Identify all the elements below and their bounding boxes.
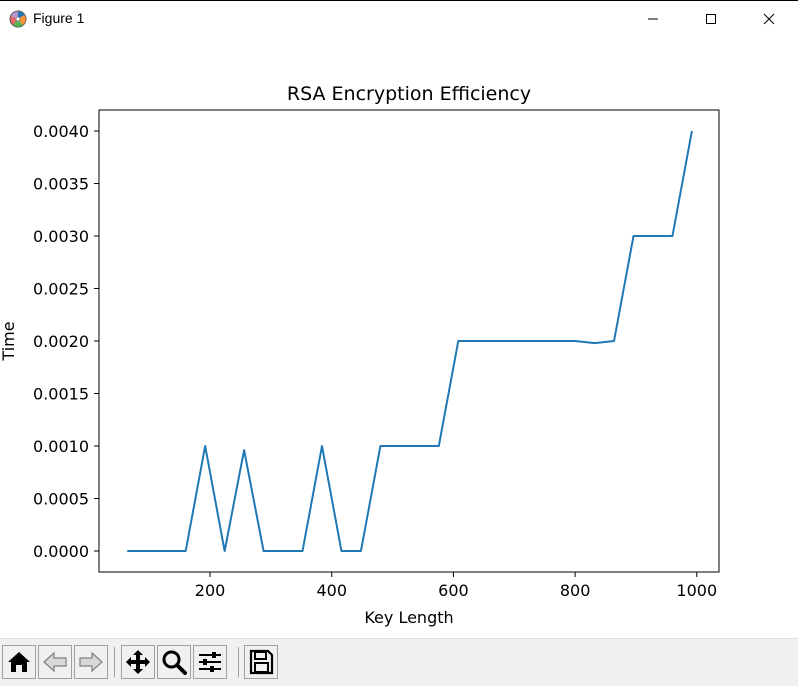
x-tick-label: 200 [195, 581, 226, 600]
toolbar-separator [238, 647, 239, 677]
forward-arrow-icon [79, 651, 103, 673]
matplotlib-logo-icon [9, 10, 27, 28]
zoom-button[interactable] [157, 645, 191, 679]
y-tick-label: 0.0030 [33, 227, 89, 246]
y-axis-label: Time [0, 321, 18, 361]
x-tick-label: 400 [316, 581, 347, 600]
home-button[interactable] [2, 645, 36, 679]
plot-area: 200 400 600 800 1000 0.0000 0.0005 0.0010 0.0015… [33, 109, 720, 600]
save-icon [249, 649, 274, 675]
maximize-icon [706, 14, 716, 24]
window-border [0, 0, 798, 1]
close-icon [763, 13, 775, 25]
x-axis-label: Key Length [364, 608, 453, 627]
save-button[interactable] [244, 645, 278, 679]
minimize-button[interactable] [624, 0, 682, 38]
x-tick-label: 600 [438, 581, 469, 600]
series-line [127, 130, 693, 552]
window-title: Figure 1 [33, 10, 85, 26]
configure-subplots-button[interactable] [193, 645, 227, 679]
x-tick-label: 800 [560, 581, 591, 600]
axes-frame [98, 109, 720, 573]
navigation-toolbar [0, 638, 798, 686]
y-tick-label: 0.0005 [33, 490, 89, 509]
maximize-button[interactable] [682, 0, 740, 38]
y-tick-label: 0.0020 [33, 332, 89, 351]
pan-button[interactable] [121, 645, 155, 679]
forward-button[interactable] [74, 645, 108, 679]
back-button[interactable] [38, 645, 72, 679]
zoom-icon [162, 650, 187, 675]
y-tick-label: 0.0035 [33, 175, 89, 194]
y-tick-label: 0.0015 [33, 385, 89, 404]
close-button[interactable] [740, 0, 798, 38]
back-arrow-icon [43, 651, 67, 673]
toolbar-separator [114, 647, 115, 677]
y-tick-label: 0.0010 [33, 437, 89, 456]
move-icon [126, 650, 150, 674]
chart-title: RSA Encryption Efficiency [287, 83, 531, 105]
y-tick-label: 0.0000 [33, 542, 89, 561]
minimize-icon [648, 18, 658, 20]
home-icon [8, 652, 30, 672]
title-bar[interactable]: Figure 1 [0, 0, 798, 38]
y-tick-label: 0.0040 [33, 122, 89, 141]
x-tick-label: 1000 [676, 581, 717, 600]
y-tick-label: 0.0025 [33, 280, 89, 299]
line-chart: RSA Encryption Efficiency 200 400 600 800 10… [0, 83, 720, 627]
sliders-icon [199, 652, 221, 672]
